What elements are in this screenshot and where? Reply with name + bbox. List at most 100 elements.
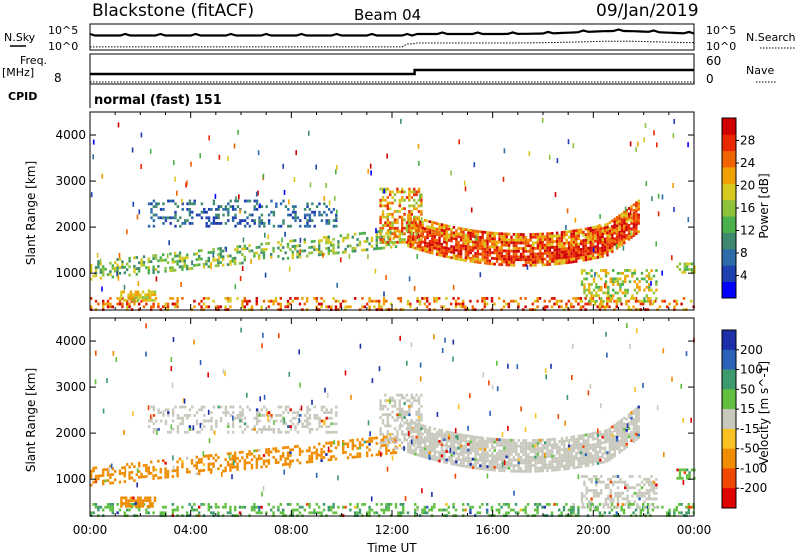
heatmap-cell: [243, 247, 246, 251]
heatmap-cell: [601, 452, 604, 456]
heatmap-cell: [409, 217, 412, 221]
heatmap-cell: [621, 271, 624, 275]
heatmap-cell: [615, 438, 619, 442]
heatmap-cell: [637, 219, 640, 222]
heatmap-cell: [534, 453, 537, 456]
heatmap-cell: [389, 221, 392, 225]
heatmap-cell: [99, 505, 102, 509]
heatmap-cell: [553, 234, 556, 238]
heatmap-cell: [253, 508, 256, 512]
heatmap-cell: [539, 461, 542, 464]
heatmap-cell: [583, 269, 586, 272]
heatmap-cell: [618, 425, 621, 429]
heatmap-cell: [109, 272, 112, 276]
heatmap-cell: [635, 232, 638, 236]
heatmap-cell: [356, 511, 359, 515]
heatmap-cell: [438, 225, 441, 229]
heatmap-cell: [426, 456, 429, 460]
heatmap-cell: [253, 205, 256, 208]
heatmap-cell: [550, 511, 554, 515]
heatmap-cell: [318, 416, 321, 420]
heatmap-cell: [503, 241, 506, 244]
heatmap-cell: [130, 476, 134, 480]
heatmap-cell: [639, 508, 642, 512]
heatmap-cell: [502, 503, 506, 506]
heatmap-cell: [510, 249, 513, 253]
heatmap-cell: [445, 436, 448, 439]
heatmap-cell: [621, 283, 624, 286]
heatmap-cell: [409, 445, 412, 449]
heatmap-cell: [146, 298, 149, 302]
heatmap-cell: [450, 442, 453, 446]
heatmap-cell: [452, 437, 456, 441]
heatmap-cell: [384, 198, 387, 202]
heatmap-cell: [572, 235, 576, 238]
heatmap-cell: [452, 440, 456, 444]
heatmap-cell: [384, 424, 387, 428]
heatmap-cell: [195, 213, 199, 217]
heatmap-cell: [541, 505, 544, 509]
heatmap-cell: [517, 458, 520, 462]
heatmap-cell: [500, 246, 504, 250]
heatmap-cell: [130, 503, 134, 506]
heatmap-cell: [479, 464, 482, 468]
heatmap-cell: [618, 439, 621, 443]
heatmap-cell: [546, 232, 549, 236]
heatmap-cell: [128, 273, 131, 277]
heatmap-cell: [277, 414, 280, 417]
heatmap-cell: [580, 271, 584, 275]
heatmap-cell: [558, 248, 561, 251]
heatmap-cell: [505, 449, 508, 453]
heatmap-cell: [344, 247, 347, 251]
heatmap-cell: [560, 511, 563, 515]
heatmap-cell: [133, 264, 136, 268]
heatmap-cell: [149, 148, 152, 154]
heatmap-cell: [277, 428, 280, 431]
heatmap-cell: [599, 439, 602, 442]
heatmap-cell: [291, 299, 294, 303]
heatmap-cell: [386, 432, 389, 436]
heatmap-cell: [181, 208, 184, 211]
heatmap-cell: [577, 242, 580, 246]
heatmap-cell: [250, 505, 254, 509]
heatmap-cell: [567, 299, 570, 303]
heatmap-cell: [621, 280, 624, 284]
heatmap-cell: [241, 253, 244, 256]
heatmap-cell: [589, 226, 592, 230]
heatmap-cell: [303, 419, 307, 423]
heatmap-cell: [457, 446, 460, 450]
heatmap-cell: [433, 435, 436, 439]
heatmap-cell: [325, 247, 328, 250]
heatmap-cell: [632, 409, 636, 413]
heatmap-cell: [555, 299, 558, 303]
heatmap-cell: [231, 411, 235, 414]
heatmap-cell: [624, 291, 627, 295]
heatmap-cell: [519, 455, 523, 459]
heatmap-cell: [367, 254, 369, 260]
heatmap-cell: [630, 411, 633, 414]
heatmap-cell: [102, 268, 105, 271]
heatmap-cell: [462, 436, 465, 440]
heatmap-cell: [219, 261, 222, 264]
colorbar-swatch: [722, 167, 736, 184]
heatmap-cell: [258, 411, 261, 414]
heatmap-cell: [527, 444, 530, 448]
heatmap-cell: [619, 288, 622, 292]
heatmap-cell: [455, 248, 458, 252]
heatmap-cell: [335, 405, 338, 409]
heatmap-cell: [580, 475, 584, 478]
heatmap-cell: [635, 221, 638, 224]
heatmap-cell: [379, 221, 382, 225]
heatmap-cell: [438, 242, 441, 246]
heatmap-cell: [207, 216, 211, 220]
heatmap-cell: [423, 450, 427, 453]
heatmap-cell: [419, 194, 421, 200]
heatmap-cell: [346, 236, 350, 240]
heatmap-cell: [306, 408, 309, 412]
heatmap-cell: [543, 466, 547, 470]
heatmap-cell: [298, 505, 302, 509]
heatmap-cell: [327, 241, 330, 244]
heatmap-cell: [548, 251, 552, 255]
heatmap-cell: [306, 422, 309, 426]
heatmap-cell: [408, 427, 411, 431]
